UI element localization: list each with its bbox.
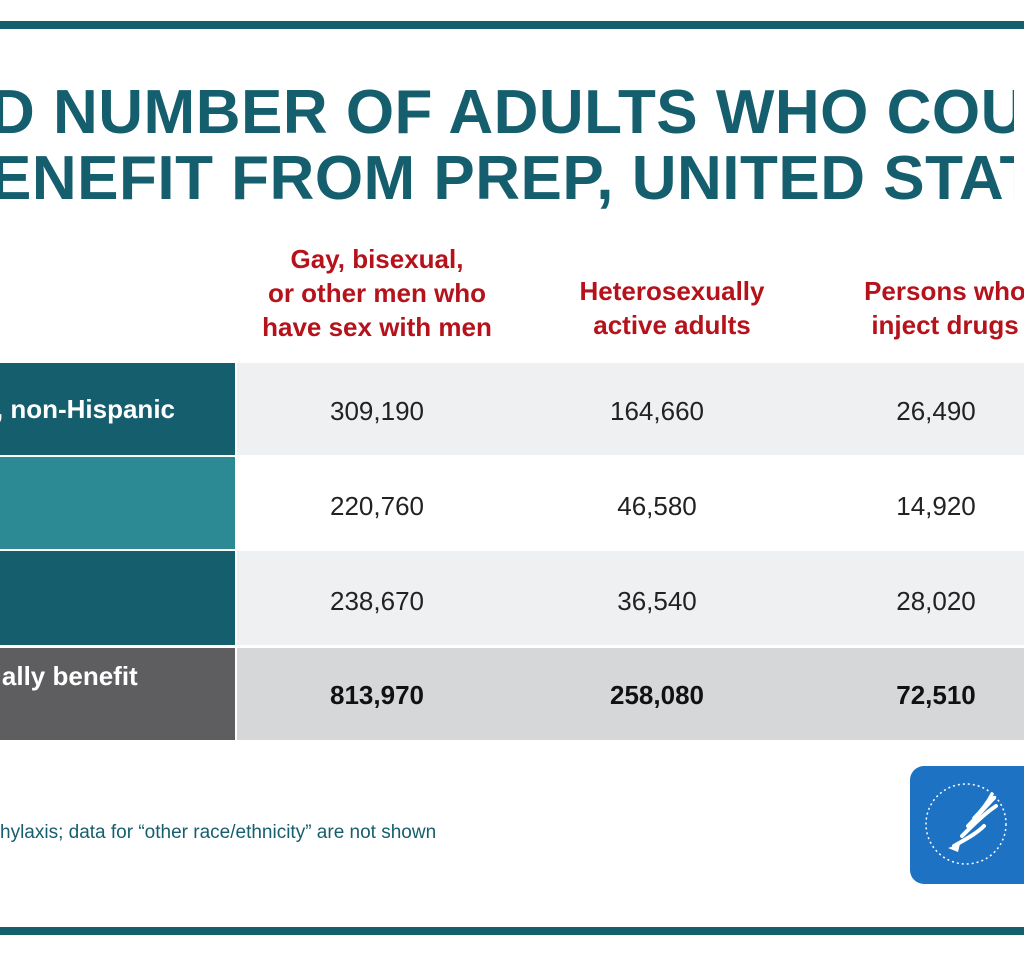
table-cell-total-c2: 258,080 <box>610 680 704 710</box>
table-cell-r1-c3: 26,490 <box>896 396 976 426</box>
table-row-total <box>237 648 1024 740</box>
column-header-pwid: Persons who inject drugs <box>864 276 1024 340</box>
hhs-eagle-logo-icon <box>910 766 1024 884</box>
table-cell-r1-c2: 164,660 <box>610 396 704 426</box>
table-row-3 <box>237 551 1024 645</box>
table-cell-r2-c1: 220,760 <box>330 491 424 521</box>
page-title-line-2: ENEFIT FROM PREP, UNITED STATES, 201 <box>0 148 1014 210</box>
top-border <box>0 21 1024 29</box>
table-cell-total-c1: 813,970 <box>330 680 424 710</box>
table-cell-r2-c3: 14,920 <box>896 491 976 521</box>
table-cell-r3-c3: 28,020 <box>896 586 976 616</box>
column-header-msm: Gay, bisexual, or other men who have sex… <box>262 244 492 342</box>
row-label-2 <box>0 457 235 549</box>
footnote: hylaxis; data for “other race/ethnicity”… <box>0 822 437 843</box>
row-label-total: tially benefit <box>0 648 235 740</box>
table-cell-r2-c2: 46,580 <box>617 491 697 521</box>
table-row-1 <box>237 363 1024 455</box>
bottom-border <box>0 927 1024 935</box>
table-cell-total-c3: 72,510 <box>896 680 976 710</box>
table-row-2 <box>237 457 1024 549</box>
row-label-1-text: n, non-Hispanic <box>0 394 175 424</box>
row-label-total-text: tially benefit <box>0 661 138 691</box>
table-cell-r3-c2: 36,540 <box>617 586 697 616</box>
table-cell-r1-c1: 309,190 <box>330 396 424 426</box>
page-title-line-1: D NUMBER OF ADULTS WHO COULD POT <box>0 82 1014 144</box>
row-label-3 <box>0 551 235 645</box>
table-cell-r3-c1: 238,670 <box>330 586 424 616</box>
column-header-heterosexual: Heterosexually active adults <box>579 276 765 340</box>
row-label-1: n, non-Hispanic <box>0 363 235 455</box>
